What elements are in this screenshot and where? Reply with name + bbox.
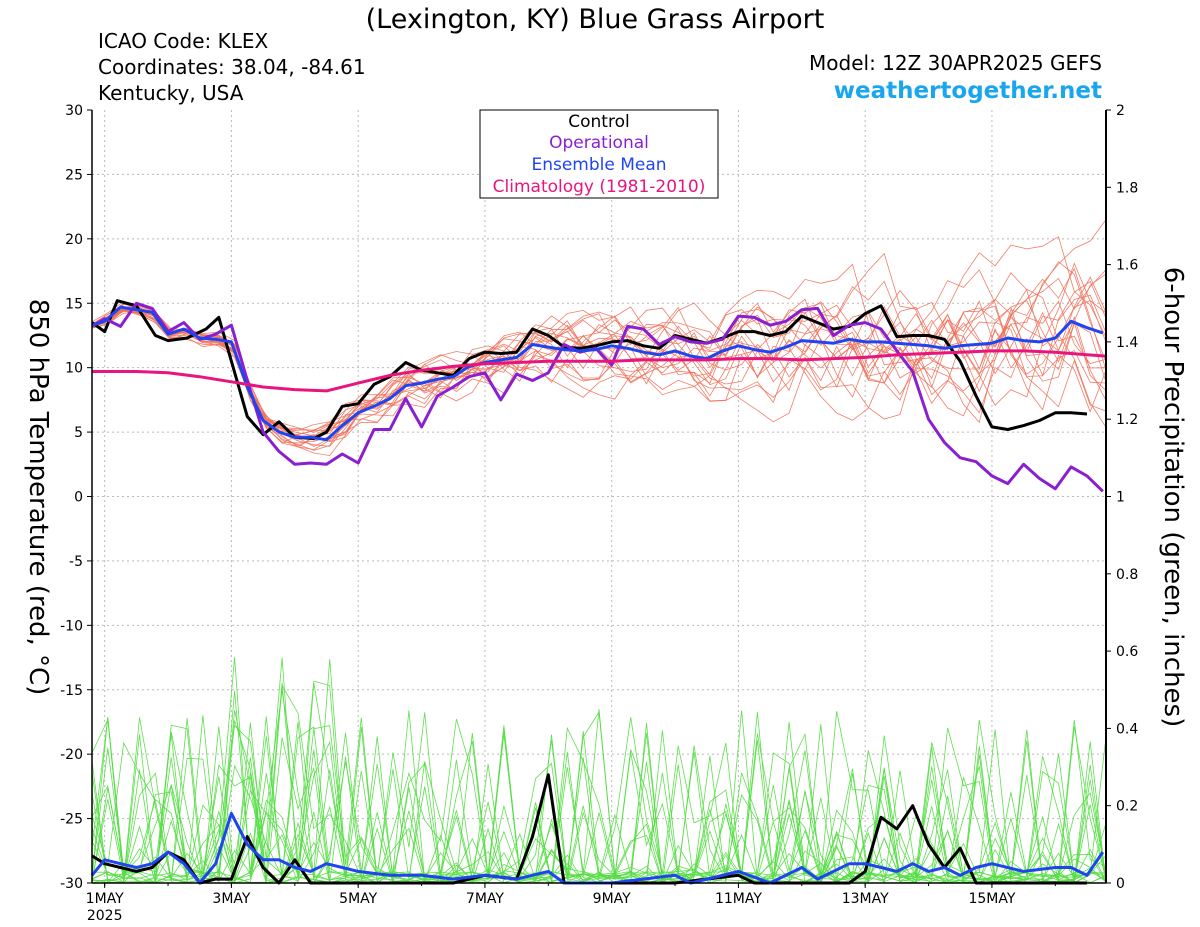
legend-climatology: Climatology (1981-2010): [493, 177, 706, 197]
x-year-label: 2025: [87, 908, 123, 924]
axes: 302520151050-5-10-15-20-25-3021.81.61.41…: [60, 103, 1138, 924]
legend-ensemble-mean: Ensemble Mean: [531, 155, 666, 175]
y-right-tick-label: 0: [1116, 876, 1125, 892]
y-axis-left-label: 850 hPa Temperature (red, °C): [23, 299, 53, 696]
y-left-tick-label: 15: [65, 296, 83, 312]
temperature-climatology-line: [92, 349, 1107, 393]
y-left-tick-label: 5: [74, 425, 83, 441]
y-right-tick-label: 2: [1116, 103, 1125, 119]
temperature-control-line: [91, 299, 1088, 440]
x-tick-label: 11MAY: [715, 891, 762, 907]
precip-member-line: [91, 657, 1107, 884]
temperature-member-line: [91, 289, 1107, 435]
precip-member-line: [91, 710, 1107, 884]
precip-member-line: [91, 726, 1107, 884]
y-left-tick-label: -25: [60, 812, 83, 828]
x-tick-label: 15MAY: [968, 891, 1015, 907]
legend-operational: Operational: [549, 133, 649, 153]
y-left-tick-label: 0: [74, 490, 83, 506]
y-left-tick-label: 25: [65, 167, 83, 183]
x-tick-label: 3MAY: [212, 891, 250, 907]
y-left-tick-label: -15: [60, 683, 83, 699]
legend-control: Control: [568, 112, 629, 132]
icao-code: ICAO Code: KLEX: [98, 29, 268, 53]
y-left-tick-label: -30: [60, 876, 83, 892]
y-left-tick-label: 10: [65, 361, 83, 377]
precip-member-line: [91, 710, 1107, 885]
coordinates: Coordinates: 38.04, -84.61: [98, 55, 366, 79]
y-right-tick-label: 0.4: [1116, 721, 1138, 737]
chart-title: (Lexington, KY) Blue Grass Airport: [366, 4, 825, 35]
y-left-tick-label: -20: [60, 747, 83, 763]
x-tick-label: 5MAY: [339, 891, 377, 907]
y-left-tick-label: 20: [65, 232, 83, 248]
y-left-tick-label: -5: [69, 554, 83, 570]
y-right-tick-label: 1.2: [1116, 412, 1138, 428]
y-right-tick-label: 0.2: [1116, 799, 1138, 815]
y-right-tick-label: 0.6: [1116, 644, 1138, 660]
y-right-tick-label: 0.8: [1116, 567, 1138, 583]
grid: [92, 110, 1106, 883]
temperature-ensemble-mean-line: [91, 305, 1104, 442]
precip-member-line: [91, 682, 1107, 884]
y-right-tick-label: 1.8: [1116, 180, 1138, 196]
y-left-tick-label: -10: [60, 618, 83, 634]
y-right-tick-label: 1.6: [1116, 258, 1138, 274]
x-tick-label: 7MAY: [466, 891, 504, 907]
model-run: Model: 12Z 30APR2025 GEFS: [809, 51, 1102, 75]
precip-member-line: [91, 657, 1107, 884]
main-series: [90, 299, 1107, 885]
y-axis-right-label: 6-hour Precipitation (green, inches): [1158, 267, 1188, 727]
legend: Control Operational Ensemble Mean Climat…: [479, 109, 719, 199]
x-tick-label: 9MAY: [593, 891, 631, 907]
x-tick-label: 1MAY: [86, 891, 124, 907]
y-right-tick-label: 1.4: [1116, 335, 1138, 351]
region: Kentucky, USA: [98, 81, 244, 105]
y-right-tick-label: 1: [1116, 490, 1125, 506]
precip-member-line: [91, 725, 1107, 884]
ensemble-members: [91, 219, 1107, 885]
precip-ensemble-mean-line: [90, 811, 1105, 885]
site-link[interactable]: weathertogether.net: [834, 78, 1102, 104]
y-left-tick-label: 30: [65, 103, 83, 119]
precip-member-line: [91, 684, 1107, 884]
x-tick-label: 13MAY: [842, 891, 889, 907]
